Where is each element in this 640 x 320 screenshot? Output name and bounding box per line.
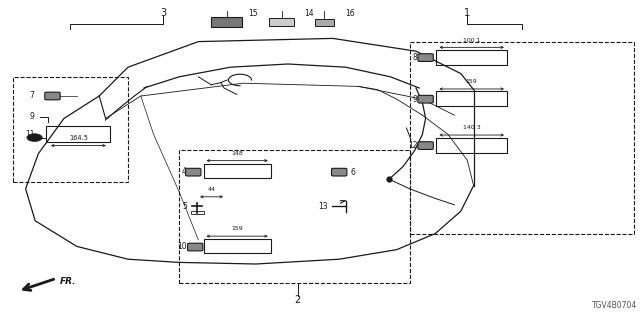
Text: 13: 13 [318,202,328,211]
Text: 3: 3 [160,8,166,18]
Text: 2: 2 [294,295,301,305]
Text: 12: 12 [408,141,417,150]
Bar [315,19,334,26]
FancyBboxPatch shape [186,168,201,176]
Bar [191,211,204,214]
Text: TGV4B0704: TGV4B0704 [591,301,637,310]
FancyBboxPatch shape [418,95,433,103]
Text: 15: 15 [248,9,258,18]
Text: 164.5: 164.5 [69,135,88,141]
Bar [436,91,507,106]
Bar [410,42,634,234]
Bar [204,164,271,178]
Text: 1: 1 [464,8,470,18]
Text: 9: 9 [29,112,35,121]
Text: 9: 9 [412,95,417,104]
Text: 140 3: 140 3 [463,125,481,130]
FancyBboxPatch shape [188,243,203,251]
Bar [13,77,128,182]
Text: 5: 5 [182,202,187,211]
Text: 159: 159 [466,79,477,84]
Bar [436,50,507,65]
FancyBboxPatch shape [418,142,433,149]
Bar [211,17,242,27]
FancyBboxPatch shape [418,54,433,61]
FancyBboxPatch shape [332,168,347,176]
Text: 44: 44 [207,187,216,192]
FancyBboxPatch shape [45,92,60,100]
Bar [179,150,410,283]
Bar [436,138,507,153]
Text: 10: 10 [177,242,187,251]
Text: FR.: FR. [60,277,77,286]
Text: 100 1: 100 1 [463,37,481,43]
Text: 14: 14 [304,9,314,18]
Text: 8: 8 [413,53,417,62]
Text: 16: 16 [345,9,355,18]
Text: 148: 148 [231,151,243,156]
Text: 6: 6 [351,168,356,177]
Bar [46,126,110,142]
Text: 159: 159 [231,226,243,231]
Text: 7: 7 [29,91,35,100]
Text: 4: 4 [182,167,187,176]
Text: 11: 11 [25,130,35,139]
Bar [204,239,271,253]
Bar [269,18,294,26]
Circle shape [27,134,42,141]
